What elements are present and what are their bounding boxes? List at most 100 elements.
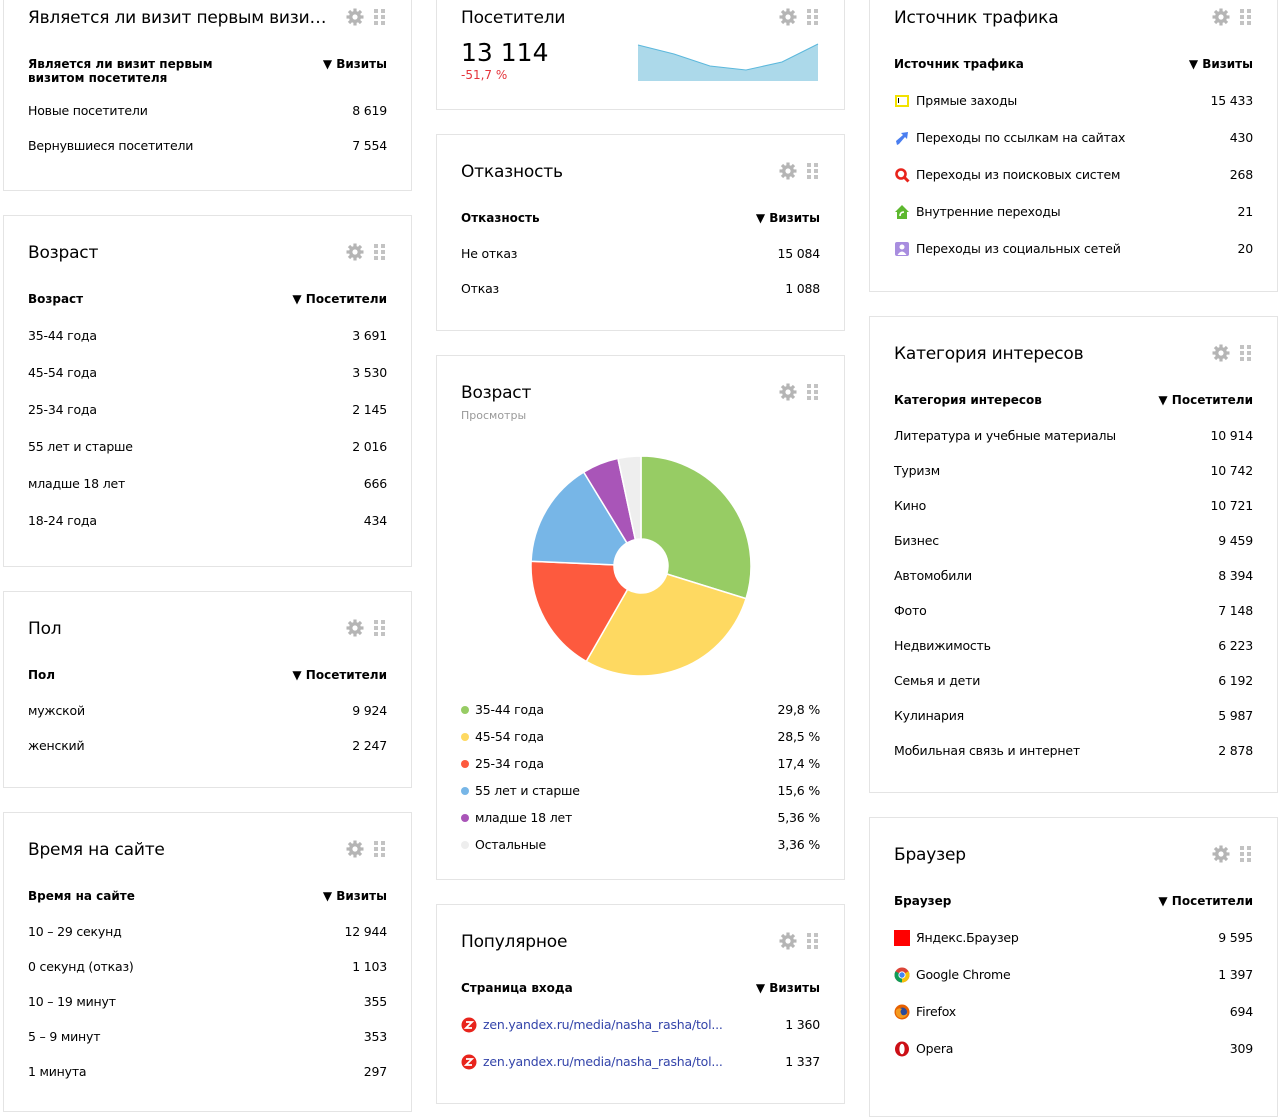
table-row[interactable]: Яндекс.Браузер 9 595: [894, 919, 1253, 956]
dimension-header[interactable]: Является ли визит первым визитом посетит…: [28, 57, 213, 85]
table-row[interactable]: 18-24 года 434: [28, 502, 387, 539]
table-row[interactable]: zen.yandex.ru/media/nasha_rasha/tol... 1 …: [461, 1006, 820, 1043]
gear-icon[interactable]: [1212, 8, 1230, 26]
pie-slice-2[interactable]: [530, 560, 629, 663]
table-row[interactable]: Внутренние переходы 21: [894, 193, 1253, 230]
row-label: Мобильная связь и интернет: [894, 743, 1080, 758]
drag-handle-icon[interactable]: [1240, 9, 1251, 25]
table-row[interactable]: 1 минута 297: [28, 1054, 387, 1089]
widget-subtitle: Просмотры: [461, 409, 527, 422]
legend-item[interactable]: 25-34 года 17,4 %: [461, 750, 820, 777]
table-row[interactable]: женский 2 247: [28, 728, 387, 763]
table-row[interactable]: Opera 309: [894, 1030, 1253, 1067]
metric-sort-header[interactable]: ▼ Визиты: [1188, 57, 1253, 71]
metric-sort-header[interactable]: ▼ Посетители: [1158, 393, 1253, 407]
drag-handle-icon[interactable]: [374, 841, 385, 857]
dimension-header[interactable]: Браузер: [894, 894, 952, 908]
metric-sort-header[interactable]: ▼ Визиты: [755, 211, 820, 225]
dimension-header[interactable]: Пол: [28, 668, 56, 682]
drag-handle-icon[interactable]: [807, 163, 818, 179]
metric-sort-header[interactable]: ▼ Визиты: [322, 889, 387, 903]
table-row[interactable]: Фото 7 148: [894, 593, 1253, 628]
widget-title: Возраст: [461, 383, 532, 403]
table-row[interactable]: Кулинария 5 987: [894, 698, 1253, 733]
table-row[interactable]: Автомобили 8 394: [894, 558, 1253, 593]
pie-slice-5[interactable]: [617, 455, 642, 541]
table-row[interactable]: Переходы из поисковых систем 268: [894, 156, 1253, 193]
table-row[interactable]: Бизнес 9 459: [894, 523, 1253, 558]
drag-handle-icon[interactable]: [374, 9, 385, 25]
table-row[interactable]: Мобильная связь и интернет 2 878: [894, 733, 1253, 768]
table-row[interactable]: 45-54 года 3 530: [28, 354, 387, 391]
table-row[interactable]: Вернувшиеся посетители 7 554: [28, 128, 387, 163]
gear-icon[interactable]: [346, 8, 364, 26]
table-row[interactable]: Переходы по ссылкам на сайтах 430: [894, 119, 1253, 156]
gear-icon[interactable]: [346, 840, 364, 858]
row-value: 5 987: [1218, 708, 1253, 723]
table-row[interactable]: младше 18 лет 666: [28, 465, 387, 502]
table-row[interactable]: 10 – 19 минут 355: [28, 984, 387, 1019]
page-link[interactable]: zen.yandex.ru/media/nasha_rasha/tol...: [483, 1017, 723, 1032]
table-row[interactable]: 55 лет и старше 2 016: [28, 428, 387, 465]
pie-slice-3[interactable]: [530, 471, 628, 566]
drag-handle-icon[interactable]: [374, 244, 385, 260]
table-row[interactable]: Кино 10 721: [894, 488, 1253, 523]
table-row[interactable]: Литература и учебные материалы 10 914: [894, 418, 1253, 453]
drag-handle-icon[interactable]: [1240, 846, 1251, 862]
gear-icon[interactable]: [1212, 845, 1230, 863]
drag-handle-icon[interactable]: [807, 933, 818, 949]
pie-slice-1[interactable]: [585, 573, 747, 677]
legend-item[interactable]: 45-54 года 28,5 %: [461, 723, 820, 750]
table-row[interactable]: Не отказ 15 084: [461, 236, 820, 271]
gear-icon[interactable]: [779, 8, 797, 26]
table-row[interactable]: zen.yandex.ru/media/nasha_rasha/tol... 1 …: [461, 1043, 820, 1080]
gear-icon[interactable]: [779, 383, 797, 401]
legend-item[interactable]: 55 лет и старше 15,6 %: [461, 777, 820, 804]
table-row[interactable]: Firefox 694: [894, 993, 1253, 1030]
dimension-header[interactable]: Страница входа: [461, 981, 573, 995]
table-row[interactable]: 0 секунд (отказ) 1 103: [28, 949, 387, 984]
drag-handle-icon[interactable]: [374, 620, 385, 636]
dimension-header[interactable]: Отказность: [461, 211, 540, 225]
metric-sort-header[interactable]: ▼ Посетители: [292, 292, 387, 306]
table-row[interactable]: Новые посетители 8 619: [28, 93, 387, 128]
yandex-icon: [894, 929, 910, 946]
drag-handle-icon[interactable]: [1240, 345, 1251, 361]
dimension-header[interactable]: Категория интересов: [894, 393, 1042, 407]
table-row[interactable]: Google Chrome 1 397: [894, 956, 1253, 993]
legend-item[interactable]: Остальные 3,36 %: [461, 831, 820, 858]
row-value: 355: [363, 994, 387, 1009]
page-link[interactable]: zen.yandex.ru/media/nasha_rasha/tol...: [483, 1054, 723, 1069]
table-row[interactable]: Туризм 10 742: [894, 453, 1253, 488]
gear-icon[interactable]: [779, 932, 797, 950]
table-row[interactable]: 5 – 9 минут 353: [28, 1019, 387, 1054]
table-row[interactable]: Недвижимость 6 223: [894, 628, 1253, 663]
metric-sort-header[interactable]: ▼ Посетители: [1158, 894, 1253, 908]
gear-icon[interactable]: [346, 619, 364, 637]
row-label: 1 минута: [28, 1064, 87, 1079]
table-row[interactable]: Прямые заходы 15 433: [894, 82, 1253, 119]
legend-item[interactable]: 35-44 года 29,8 %: [461, 696, 820, 723]
metric-sort-header[interactable]: ▼ Посетители: [292, 668, 387, 682]
gear-icon[interactable]: [346, 243, 364, 261]
drag-handle-icon[interactable]: [807, 384, 818, 400]
table-row[interactable]: 10 – 29 секунд 12 944: [28, 914, 387, 949]
table-row[interactable]: 35-44 года 3 691: [28, 317, 387, 354]
pie-slice-0[interactable]: [640, 455, 752, 600]
table-row[interactable]: Семья и дети 6 192: [894, 663, 1253, 698]
dimension-header[interactable]: Возраст: [28, 292, 84, 306]
table-row[interactable]: мужской 9 924: [28, 693, 387, 728]
dimension-header[interactable]: Время на сайте: [28, 889, 135, 903]
table-row[interactable]: Отказ 1 088: [461, 271, 820, 306]
metric-sort-header[interactable]: ▼ Визиты: [755, 981, 820, 995]
gear-icon[interactable]: [1212, 344, 1230, 362]
metric-sort-header[interactable]: ▼ Визиты: [322, 57, 387, 71]
table-row[interactable]: Переходы из социальных сетей 20: [894, 230, 1253, 267]
gear-icon[interactable]: [779, 162, 797, 180]
table-row[interactable]: 25-34 года 2 145: [28, 391, 387, 428]
legend-item[interactable]: младше 18 лет 5,36 %: [461, 804, 820, 831]
dimension-header[interactable]: Источник трафика: [894, 57, 1024, 71]
drag-handle-icon[interactable]: [807, 9, 818, 25]
widget-title: Время на сайте: [28, 840, 165, 860]
legend-value: 15,6 %: [777, 783, 821, 798]
